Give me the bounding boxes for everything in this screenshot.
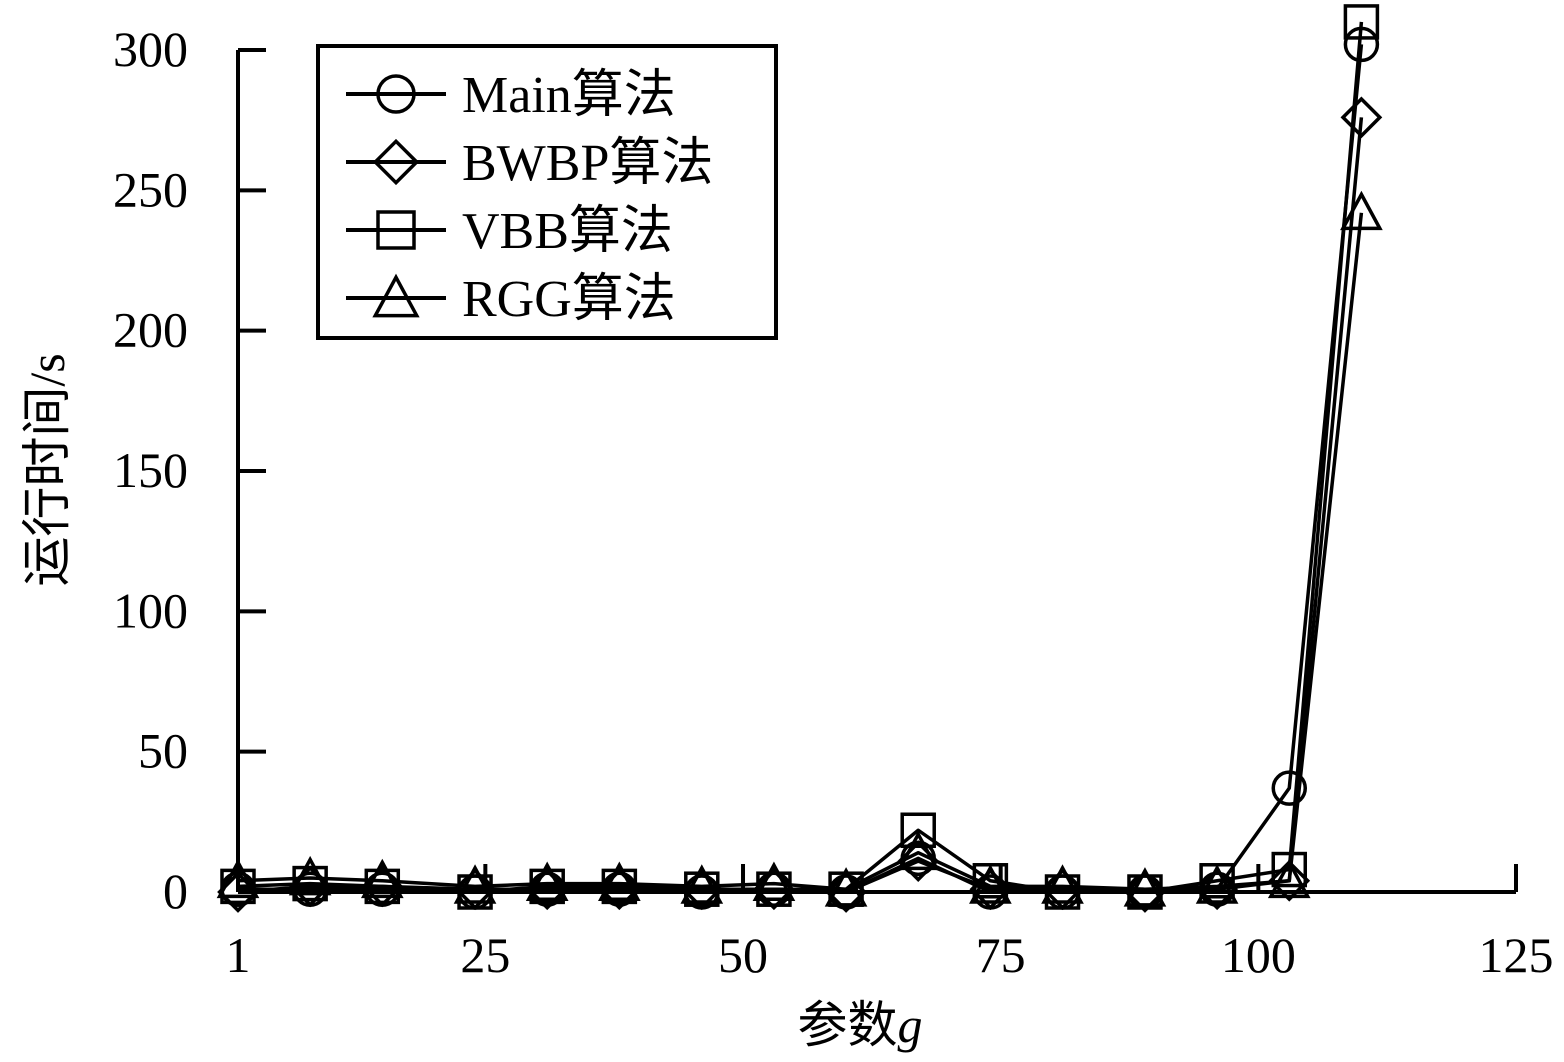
x-tick-label: 100 xyxy=(1221,927,1296,983)
data-point-triangle xyxy=(896,830,940,871)
legend-item: VBB算法 xyxy=(346,203,673,260)
x-tick-label: 50 xyxy=(718,927,768,983)
data-point-square xyxy=(364,868,401,905)
data-point-square xyxy=(220,868,256,905)
y-tick-label: 100 xyxy=(113,582,188,638)
data-point-square xyxy=(1271,851,1308,888)
series-triangle xyxy=(216,190,1383,907)
x-axis-title-text: 参数 xyxy=(798,997,898,1053)
legend-item: BWBP算法 xyxy=(346,135,713,192)
legend-marker-triangle xyxy=(372,273,420,318)
legend-label: RGG算法 xyxy=(462,271,676,328)
data-point-diamond xyxy=(680,868,723,911)
data-point-square xyxy=(601,868,638,905)
data-point-square xyxy=(1127,874,1163,910)
data-point-diamond xyxy=(1268,859,1311,902)
legend: Main算法 BWBP算法 VBB算法 RGG算法 xyxy=(316,44,778,340)
data-point-diamond xyxy=(1340,96,1383,139)
legend-marker-square xyxy=(376,210,416,250)
data-point-square xyxy=(292,865,328,902)
x-tick-label: 75 xyxy=(976,927,1026,983)
data-point-triangle xyxy=(1267,858,1311,899)
data-point-triangle xyxy=(1041,864,1084,904)
y-axis-ticks: 0 50 100 150 200 250 300 xyxy=(113,21,266,919)
data-point-triangle xyxy=(360,858,404,899)
data-point-square xyxy=(756,871,792,907)
data-point-square xyxy=(457,874,493,910)
legend-marker-circle xyxy=(376,74,416,114)
data-point-triangle xyxy=(216,858,260,899)
y-tick-label: 250 xyxy=(113,161,188,217)
legend-label: VBB算法 xyxy=(462,203,673,260)
data-point-circle xyxy=(1271,770,1308,806)
data-point-triangle xyxy=(1195,864,1239,904)
data-point-diamond xyxy=(1124,871,1166,913)
data-point-triangle xyxy=(288,855,332,896)
data-point-square xyxy=(1044,874,1081,910)
data-point-triangle xyxy=(1123,867,1167,907)
x-tick-label: 1 xyxy=(226,927,251,983)
data-point-triangle xyxy=(453,864,497,904)
legend-label: BWBP算法 xyxy=(462,135,713,192)
series-layer xyxy=(216,4,1383,913)
data-point-square xyxy=(900,812,936,849)
legend-item: Main算法 xyxy=(346,67,676,124)
legend-marker-diamond xyxy=(372,138,420,186)
data-point-triangle xyxy=(525,861,569,901)
data-point-triangle xyxy=(824,867,868,907)
data-point-triangle xyxy=(1340,190,1383,231)
data-point-square xyxy=(529,868,565,905)
data-point-square xyxy=(1343,4,1380,40)
x-tick-label: 25 xyxy=(460,927,510,983)
y-axis-title: 运行时间/s xyxy=(19,353,75,586)
data-point-triangle xyxy=(752,861,796,901)
y-tick-label: 200 xyxy=(113,302,188,358)
data-point-triangle xyxy=(969,864,1012,904)
data-point-square xyxy=(684,871,720,907)
x-tick-label: 125 xyxy=(1479,927,1554,983)
y-tick-label: 0 xyxy=(163,863,188,919)
x-axis-title-var: g xyxy=(898,997,923,1053)
y-tick-label: 150 xyxy=(113,442,188,498)
data-point-diamond xyxy=(825,871,867,913)
data-point-triangle xyxy=(680,864,724,904)
y-tick-label: 50 xyxy=(138,723,188,779)
x-axis-title: 参数g xyxy=(798,997,923,1053)
data-point-triangle xyxy=(598,861,641,901)
series-line xyxy=(237,212,1364,891)
legend-label: Main算法 xyxy=(462,67,676,124)
legend-item: RGG算法 xyxy=(346,271,676,328)
y-tick-label: 300 xyxy=(113,21,188,77)
x-axis-ticks: 1 25 50 75 100 125 xyxy=(226,864,1554,983)
